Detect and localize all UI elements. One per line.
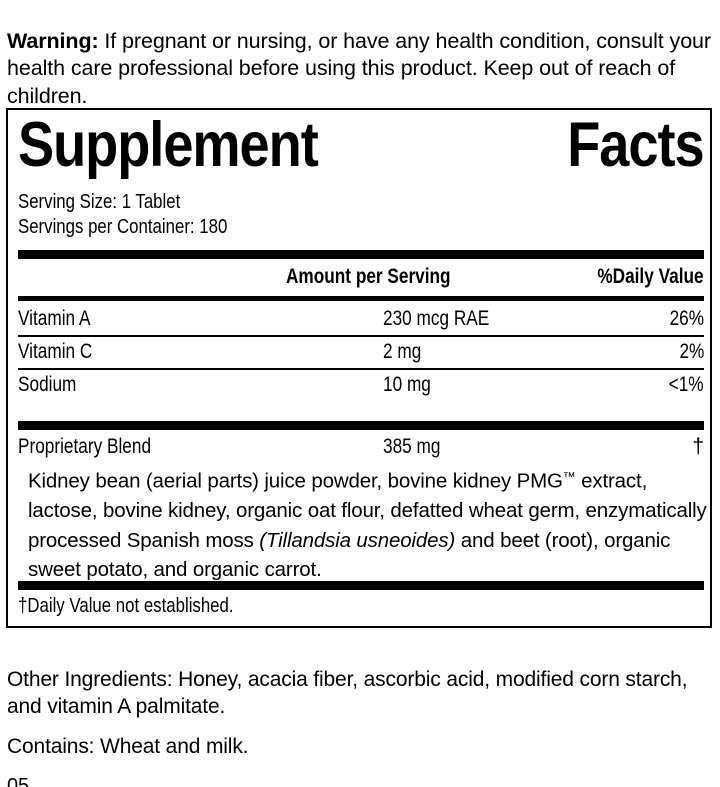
daily-value-footnote-text: †Daily Value not established. [18, 594, 234, 617]
table-row: Sodium 10 mg <1% [18, 369, 704, 401]
nutrient-daily-value: 2% [679, 340, 704, 363]
proprietary-blend-amount: 385 mg [383, 435, 441, 458]
warning-statement: Warning: If pregnant or nursing, or have… [7, 28, 713, 111]
servings-per-container: Servings per Container: 180 [18, 215, 273, 239]
daily-value-header: %Daily Value [597, 265, 704, 288]
contains-allergens: Contains: Wheat and milk. [7, 735, 249, 758]
trademark-icon: ™ [562, 469, 576, 484]
table-row: Vitamin A 230 mcg RAE 26% [18, 303, 704, 335]
warning-label: Warning: [7, 28, 99, 53]
rule-above-footnote [18, 581, 704, 590]
column-header-row: Amount per Serving %Daily Value [18, 261, 704, 293]
proprietary-blend-daily-value: † [692, 435, 704, 458]
blend-ingredients-latin-name: (Tillandsia usneoides) [259, 528, 456, 552]
proprietary-blend-ingredients: Kidney bean (aerial parts) juice powder,… [28, 462, 710, 585]
other-ingredients: Other Ingredients: Honey, acacia fiber, … [7, 668, 688, 718]
row-divider [18, 335, 704, 337]
nutrient-name: Vitamin C [18, 340, 93, 363]
serving-size-text: Serving Size: 1 Tablet [18, 190, 181, 213]
nutrient-amount: 230 mcg RAE [383, 307, 490, 330]
serving-size: Serving Size: 1 Tablet [18, 190, 216, 214]
proprietary-blend-name: Proprietary Blend [18, 435, 152, 458]
title-word-supplement: Supplement [18, 110, 319, 180]
daily-value-footnote: †Daily Value not established. [18, 593, 281, 619]
proprietary-blend-row: Proprietary Blend 385 mg † [18, 432, 704, 462]
warning-text: If pregnant or nursing, or have any heal… [7, 28, 711, 108]
supplement-facts-title: Supplement Facts [18, 110, 705, 180]
supplement-facts-panel: Supplement Facts Serving Size: 1 Tablet … [6, 108, 712, 628]
blend-ingredients-part-3: and beet (root), organic sweet potato, a… [28, 528, 671, 582]
blend-ingredients-part-1: Kidney bean (aerial parts) juice powder,… [28, 469, 563, 493]
nutrient-amount: 10 mg [383, 373, 431, 396]
revision-code: 05 [7, 775, 29, 787]
rule-above-proprietary-blend [18, 421, 704, 430]
servings-per-container-text: Servings per Container: 180 [18, 215, 228, 238]
table-row: Vitamin C 2 mg 2% [18, 336, 704, 368]
blend-ingredients-part-2: extract, lactose, bovine kidney, organic… [28, 469, 707, 552]
nutrient-name: Sodium [18, 373, 77, 396]
nutrient-daily-value: <1% [669, 373, 704, 396]
title-word-facts: Facts [567, 110, 705, 180]
nutrient-amount: 2 mg [383, 340, 422, 363]
rule-above-column-headers [18, 250, 704, 259]
rule-below-column-headers [18, 296, 704, 301]
nutrient-name: Vitamin A [18, 307, 91, 330]
nutrient-daily-value: 26% [669, 307, 704, 330]
amount-per-serving-header: Amount per Serving [286, 265, 451, 288]
row-divider [18, 368, 704, 370]
